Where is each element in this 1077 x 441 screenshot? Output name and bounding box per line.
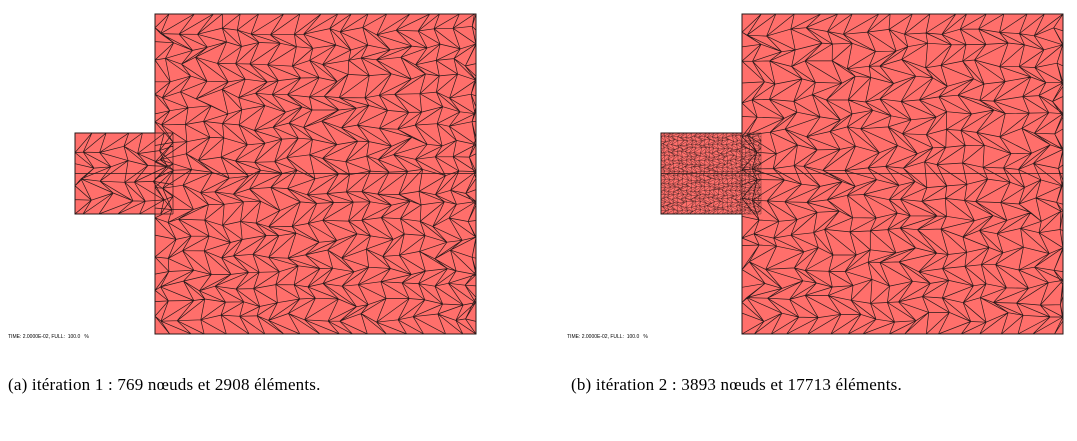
time-readout-a: TIME: 2.0000E-02, FULL: 100.0 % [8,334,89,340]
caption-text-b: itération 2 : 3893 nœuds et 17713 élémen… [595,375,902,394]
mesh-edges-main [154,14,476,334]
caption-text-a: itération 1 : 769 nœuds et 2908 éléments… [31,375,321,394]
figure-panel-b: TIME: 2.0000E-02, FULL: 100.0 % (b) itér… [557,0,1077,441]
mesh-plot-b [660,13,1064,335]
figure-panel-a: TIME: 2.0000E-02, FULL: 100.0 % (a) itér… [0,0,520,441]
mesh-domain [75,14,476,334]
mesh-edges [661,14,1063,334]
mesh-outline [74,13,477,335]
mesh-edges [75,14,476,334]
caption-label-a: (a) [8,375,28,394]
mesh-outline [660,13,1064,335]
mesh-edges-main [741,14,1063,334]
caption-label-b: (b) [571,375,592,394]
caption-b: (b) itération 2 : 3893 nœuds et 17713 él… [571,373,1071,396]
caption-a: (a) itération 1 : 769 nœuds et 2908 élém… [8,373,518,396]
mesh-domain [661,14,1063,334]
mesh-plot-a [74,13,477,335]
time-readout-b: TIME: 2.0000E-02, FULL: 100.0 % [567,334,648,340]
